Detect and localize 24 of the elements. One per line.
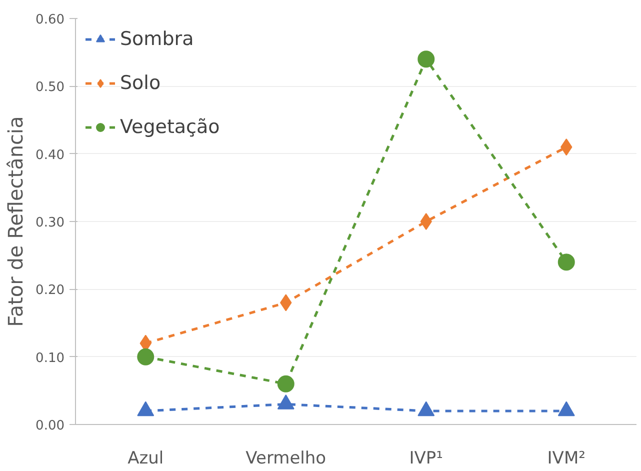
point (420, 213, 432, 230)
point (137, 348, 154, 366)
point (277, 394, 294, 410)
legend-label: Vegetação (120, 116, 220, 138)
y-tick-label: 0.00 (36, 418, 65, 434)
point (418, 50, 435, 68)
x-tick-label: IVM² (547, 448, 586, 468)
y-axis-title: Fator de Reflectância (4, 116, 28, 327)
y-tick-label: 0.20 (36, 283, 65, 298)
x-tick-label: Azul (128, 448, 164, 468)
y-tick-label: 0.60 (36, 12, 65, 28)
point (277, 375, 294, 392)
legend-label: Sombra (120, 28, 194, 50)
y-tick-label: 0.40 (36, 148, 65, 163)
x-tick-label: Vermelho (246, 448, 326, 468)
point (418, 401, 435, 416)
y-tick-label: 0.50 (36, 80, 65, 96)
y-tick-label: 0.10 (36, 350, 65, 366)
point (137, 401, 154, 416)
point (558, 401, 575, 416)
y-tick-label: 0.30 (36, 216, 65, 230)
x-tick-label: IVP¹ (409, 448, 443, 468)
legend-label: Solo (120, 72, 161, 94)
point (558, 254, 575, 271)
